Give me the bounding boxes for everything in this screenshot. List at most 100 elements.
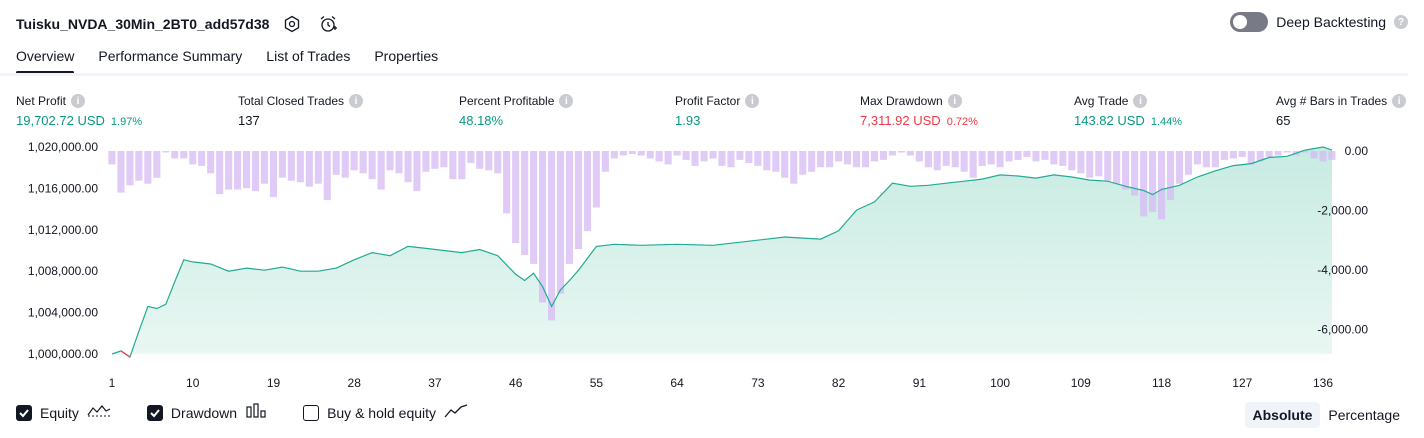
legend-equity[interactable]: Equity: [16, 403, 111, 422]
drawdown-bar: [126, 151, 134, 186]
drawdown-bar: [557, 151, 565, 294]
drawdown-bar: [180, 151, 188, 159]
y-left-tick-label: 1,016,000.00: [28, 181, 98, 195]
y-left-tick-label: 1,008,000.00: [28, 264, 98, 278]
drawdown-bar: [754, 151, 762, 166]
drawdown-bar: [530, 151, 538, 264]
strategy-title: Tuisku_NVDA_30Min_2BT0_add57d38: [16, 16, 270, 32]
drawdown-bar: [153, 151, 161, 178]
metric-max-drawdown: Max Drawdown i 7,311.92 USD 0.72%: [860, 94, 978, 128]
legend-label: Drawdown: [170, 404, 238, 421]
drawdown-bar: [440, 151, 448, 168]
absolute-button[interactable]: Absolute: [1244, 402, 1321, 428]
drawdown-bar: [198, 151, 206, 166]
equity-checkbox[interactable]: [16, 404, 32, 421]
drawdown-bar: [1104, 151, 1112, 181]
drawdown-bar: [269, 151, 277, 198]
equity-below-start-segment: [120, 350, 131, 358]
buy-hold-line-icon: [444, 403, 468, 422]
drawdown-bar: [1032, 151, 1040, 162]
y-right-tick-label: -4,000.00: [1317, 263, 1368, 277]
drawdown-bar: [1319, 151, 1327, 162]
x-tick-label: 46: [509, 376, 523, 390]
drawdown-bar: [341, 151, 349, 178]
drawdown-bar: [897, 151, 905, 153]
legend-drawdown[interactable]: Drawdown: [146, 403, 267, 422]
equity-drawdown-chart[interactable]: 1,020,000.00 1,016,000.00 1,012,000.00 1,00…: [0, 138, 1424, 396]
tab-properties[interactable]: Properties: [374, 48, 439, 64]
x-tick-label: 55: [590, 376, 604, 390]
buy-hold-checkbox[interactable]: [303, 404, 320, 421]
drawdown-bar: [485, 151, 493, 171]
info-icon[interactable]: i: [559, 94, 574, 108]
tab-overview[interactable]: Overview: [16, 44, 75, 74]
drawdown-bar: [906, 151, 914, 156]
info-icon[interactable]: i: [1392, 94, 1407, 108]
drawdown-bar: [709, 151, 717, 159]
drawdown-bar: [691, 151, 699, 166]
legend-label: Buy & hold equity: [327, 404, 437, 421]
drawdown-bar: [1274, 151, 1282, 156]
drawdown-bar: [817, 151, 825, 168]
drawdown-bar: [879, 151, 887, 160]
equity-line-icon: [87, 403, 111, 422]
drawdown-bars-icon: [245, 403, 267, 422]
tab-performance-summary[interactable]: Performance Summary: [98, 48, 243, 64]
drawdown-bar: [395, 151, 403, 174]
legend-buy-hold[interactable]: Buy & hold equity: [303, 403, 468, 422]
drawdown-bar: [1023, 151, 1031, 157]
drawdown-bar: [601, 151, 609, 172]
metric-value: 1.93: [675, 113, 701, 128]
drawdown-bar: [305, 151, 313, 187]
metric-label: Max Drawdown: [860, 94, 943, 108]
x-tick-label: 19: [267, 376, 281, 390]
drawdown-bar: [565, 151, 573, 264]
x-tick-label: 64: [670, 376, 684, 390]
add-alert-icon[interactable]: [315, 11, 341, 37]
metric-percent: 1.44%: [1150, 116, 1183, 128]
drawdown-bar: [252, 151, 260, 192]
drawdown-bar: [1140, 151, 1148, 217]
drawdown-bar: [476, 151, 484, 169]
drawdown-bar: [1158, 151, 1166, 220]
help-icon[interactable]: ?: [1394, 15, 1408, 29]
percentage-button[interactable]: Percentage: [1328, 407, 1400, 423]
drawdown-bar: [422, 151, 430, 172]
chart-legend: Equity Drawdown Buy & hold equity: [16, 403, 504, 422]
x-tick-label: 73: [751, 376, 765, 390]
info-icon[interactable]: i: [349, 94, 364, 108]
deep-backtesting-toggle[interactable]: [1230, 12, 1269, 32]
drawdown-bar: [162, 151, 170, 153]
drawdown-bar: [171, 151, 179, 159]
x-tick-label: 37: [428, 376, 442, 390]
drawdown-bar: [1041, 151, 1049, 160]
drawdown-bar: [951, 151, 959, 168]
drawdown-bar: [1095, 151, 1103, 177]
drawdown-bar: [548, 151, 556, 321]
x-tick-label: 91: [913, 376, 927, 390]
info-icon[interactable]: i: [947, 94, 962, 108]
drawdown-bar: [1131, 151, 1139, 196]
drawdown-bar: [826, 151, 834, 168]
drawdown-bar: [243, 151, 251, 189]
info-icon[interactable]: i: [71, 94, 86, 108]
info-icon[interactable]: i: [745, 94, 760, 108]
settings-icon[interactable]: [279, 11, 305, 37]
y-right-tick-label: -6,000.00: [1317, 322, 1368, 336]
drawdown-bar: [117, 151, 125, 193]
x-tick-label: 109: [1071, 376, 1091, 390]
drawdown-bar: [332, 151, 340, 175]
equity-area: [112, 147, 1332, 358]
tab-list-of-trades[interactable]: List of Trades: [266, 48, 351, 64]
drawdown-bar: [449, 151, 457, 180]
info-icon[interactable]: i: [1133, 94, 1148, 108]
deep-backtesting-label: Deep Backtesting: [1276, 14, 1386, 30]
drawdown-bar: [772, 151, 780, 172]
drawdown-bar: [1211, 151, 1219, 168]
drawdown-bar: [888, 151, 896, 156]
legend-label: Equity: [40, 404, 79, 421]
equity-line: [111, 146, 1333, 359]
drawdown-bar: [1310, 151, 1318, 159]
drawdown-checkbox[interactable]: [146, 404, 163, 421]
drawdown-bar: [1167, 151, 1175, 200]
